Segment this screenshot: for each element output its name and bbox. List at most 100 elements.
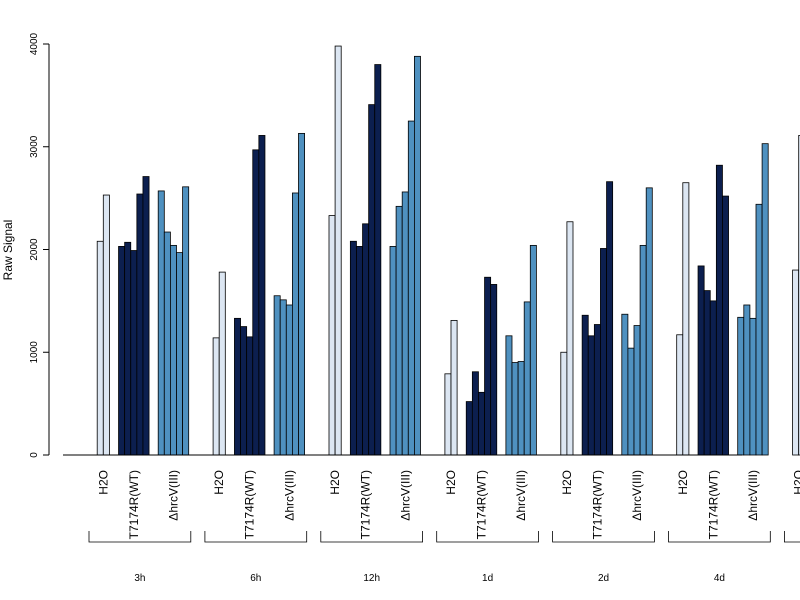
bar (130, 250, 138, 456)
y-axis: 0 1000 2000 3000 4000 (29, 32, 50, 458)
timepoint-label: 2d (598, 573, 609, 584)
bar (163, 231, 171, 456)
y-axis-title: Raw Signal (1, 220, 15, 281)
bar (169, 244, 177, 456)
bar (471, 371, 479, 456)
x-group-label: T7174R(WT) (127, 470, 141, 539)
bar (639, 244, 647, 456)
bar (157, 190, 165, 456)
timepoint-label: 4d (714, 573, 725, 584)
bar (407, 120, 415, 456)
bar (566, 221, 574, 456)
bar (523, 301, 531, 456)
bar (484, 276, 492, 456)
bar (490, 284, 498, 456)
bar (374, 64, 382, 456)
bar (761, 143, 769, 456)
x-group-label: T7174R(WT) (706, 470, 720, 539)
bar (587, 335, 595, 456)
x-group-label: ΔhrcV(III) (514, 470, 528, 521)
bar (697, 265, 705, 456)
timepoint-label: 6h (250, 573, 261, 584)
bar (709, 300, 717, 456)
bar (737, 316, 745, 456)
x-group-labels: H2O T7174R(WT) ΔhrcV(III) H2O T7174R(WT) Δhrc… (96, 470, 800, 539)
bar (285, 304, 293, 456)
bar (240, 326, 248, 456)
timepoint-label: 1d (482, 573, 493, 584)
timepoint-bracket (88, 531, 192, 543)
y-tick-label: 0 (29, 452, 40, 458)
bar (102, 194, 110, 456)
bar (600, 248, 607, 456)
bar (218, 271, 226, 456)
x-group-label: T7174R(WT) (359, 470, 373, 539)
bar (676, 334, 684, 456)
x-group-label: ΔhrcV(III) (630, 470, 644, 521)
bar (389, 246, 397, 456)
bar (450, 319, 458, 456)
x-group-label: ΔhrcV(III) (166, 470, 180, 521)
bar (749, 317, 757, 456)
x-group-label: T7174R(WT) (590, 470, 604, 539)
bar (606, 181, 614, 456)
timepoint-label: 3h (134, 573, 145, 584)
bar (124, 241, 132, 456)
bar (142, 176, 150, 456)
x-group-label: T7174R(WT) (475, 470, 489, 539)
y-tick-label: 1000 (29, 341, 40, 364)
bar (792, 269, 800, 456)
bar (715, 164, 723, 456)
bar (517, 361, 525, 456)
bar (465, 401, 473, 456)
x-group-label: T7174R(WT) (243, 470, 257, 539)
bar (334, 45, 342, 456)
bar (291, 192, 299, 456)
y-tick-label: 2000 (29, 238, 40, 261)
bar (581, 314, 589, 456)
bar (478, 391, 485, 456)
timepoint-label: 12h (363, 573, 380, 584)
bar (511, 362, 519, 456)
bar (743, 304, 751, 456)
timepoint-brackets: 3h6h12h1d2d4d6d (88, 531, 800, 584)
bar (273, 295, 281, 456)
timepoint-bracket (784, 531, 800, 543)
timepoint-bracket (204, 531, 308, 543)
bar (413, 55, 421, 456)
bar (633, 325, 641, 456)
x-group-label: H2O (96, 470, 110, 495)
bar (529, 244, 537, 456)
x-group-label: H2O (328, 470, 342, 495)
bar (682, 182, 690, 456)
bar (722, 195, 729, 456)
x-group-label: H2O (212, 470, 226, 495)
bar (645, 187, 653, 456)
bar (395, 205, 403, 456)
timepoint-bracket (436, 531, 539, 543)
bar (703, 290, 711, 456)
timepoint-bracket (552, 531, 655, 543)
timepoint-bracket (320, 531, 423, 543)
y-tick-label: 3000 (29, 135, 40, 158)
bars (96, 45, 800, 456)
bar (234, 317, 241, 456)
bar (182, 186, 190, 456)
bar (118, 246, 126, 456)
bar (621, 313, 629, 456)
bar (96, 240, 104, 456)
bar (349, 240, 357, 456)
x-group-label: H2O (560, 470, 574, 495)
x-group-label: H2O (444, 470, 458, 495)
bar (328, 215, 336, 456)
bar (298, 132, 305, 456)
bar (279, 299, 287, 456)
bar (362, 223, 370, 456)
bar (627, 347, 635, 456)
bar (444, 373, 452, 456)
bar (505, 335, 513, 456)
x-group-label: ΔhrcV(III) (398, 470, 412, 521)
bar (401, 191, 409, 456)
bar (258, 135, 266, 456)
